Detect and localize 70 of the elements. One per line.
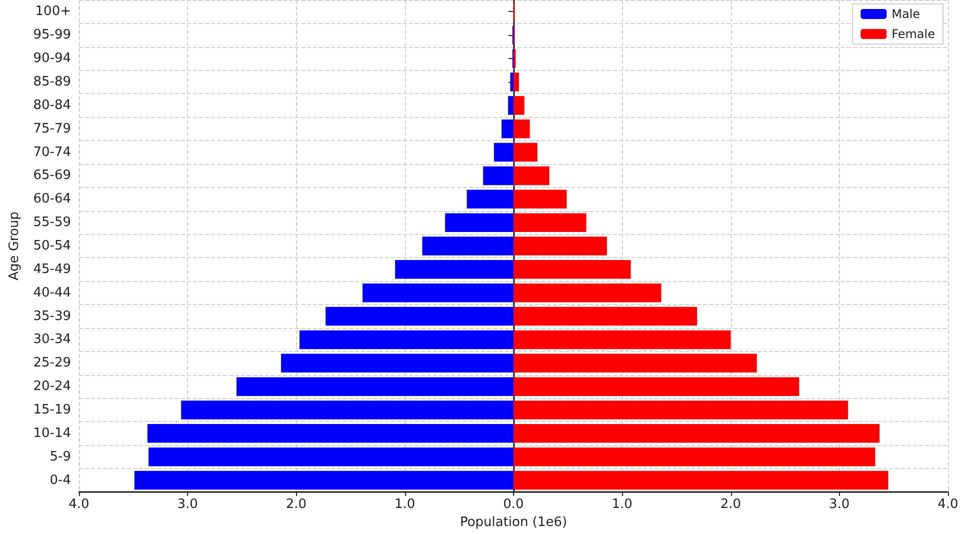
y-tick-label: 95-99 xyxy=(33,28,71,43)
legend-label: Male xyxy=(892,7,920,21)
bar xyxy=(494,142,514,162)
bar xyxy=(514,260,631,279)
y-axis-title: Age Group xyxy=(7,212,22,280)
bar xyxy=(514,424,880,443)
y-tick-label: 10-14 xyxy=(33,426,71,441)
bar xyxy=(514,330,731,350)
x-tick-label: 1.0 xyxy=(612,497,632,512)
bar xyxy=(445,213,514,232)
bar xyxy=(514,96,524,115)
bar xyxy=(148,447,514,466)
bar xyxy=(514,306,698,326)
bar xyxy=(514,400,848,420)
y-tick-label: 50-54 xyxy=(33,238,71,254)
bar xyxy=(300,330,514,350)
bar xyxy=(281,354,514,373)
x-axis-title: Population (1e6) xyxy=(460,515,568,530)
bar xyxy=(514,72,519,92)
bar xyxy=(508,96,514,115)
bar xyxy=(514,190,567,209)
y-tick-label: 80-84 xyxy=(33,98,71,113)
y-tick-label: 35-39 xyxy=(33,308,71,324)
bar xyxy=(236,377,514,396)
y-tick-label: 60-64 xyxy=(33,192,71,207)
x-tick-label: 2.0 xyxy=(720,497,742,512)
bar xyxy=(514,213,586,232)
bar xyxy=(514,447,876,466)
bar xyxy=(466,190,514,209)
bar xyxy=(514,283,662,302)
x-tick-label: 3.0 xyxy=(177,497,198,512)
x-tick-label: 4.0 xyxy=(68,497,90,512)
bar xyxy=(514,236,607,256)
x-tick-label: 0.0 xyxy=(503,497,524,512)
bar xyxy=(483,166,514,186)
bar xyxy=(502,119,514,138)
bar xyxy=(326,306,514,326)
y-tick-label: 90-94 xyxy=(33,51,71,66)
bar xyxy=(514,377,800,396)
bar xyxy=(422,236,514,256)
legend-label: Female xyxy=(892,27,935,41)
bar xyxy=(514,470,888,490)
x-tick-label: 3.0 xyxy=(829,497,850,512)
bar xyxy=(514,142,538,162)
y-tick-label: 75-79 xyxy=(33,121,71,136)
y-tick-label: 100+ xyxy=(35,4,71,20)
y-tick-label: 55-59 xyxy=(33,215,71,230)
bar xyxy=(395,260,514,279)
y-tick-label: 15-19 xyxy=(33,402,71,418)
bar xyxy=(362,283,514,302)
y-tick-label: 0-4 xyxy=(50,472,71,488)
bar xyxy=(514,166,550,186)
x-tick-label: 1.0 xyxy=(394,497,416,512)
y-tick-label: 70-74 xyxy=(33,144,71,160)
y-tick-label: 45-49 xyxy=(33,262,71,277)
bar xyxy=(510,72,514,92)
bar xyxy=(514,119,530,138)
y-tick-label: 40-44 xyxy=(33,285,71,300)
bar xyxy=(147,424,514,443)
y-tick-label: 5-9 xyxy=(50,449,71,464)
y-tick-label: 65-69 xyxy=(33,168,71,184)
bar xyxy=(514,354,757,373)
bar xyxy=(181,400,514,420)
y-tick-label: 20-24 xyxy=(33,379,71,394)
x-tick-label: 4.0 xyxy=(938,497,958,512)
y-tick-label: 30-34 xyxy=(33,332,71,348)
x-tick-label: 2.0 xyxy=(286,497,307,512)
bar xyxy=(134,470,514,490)
y-tick-label: 85-89 xyxy=(33,74,71,90)
y-tick-label: 25-29 xyxy=(33,356,71,371)
